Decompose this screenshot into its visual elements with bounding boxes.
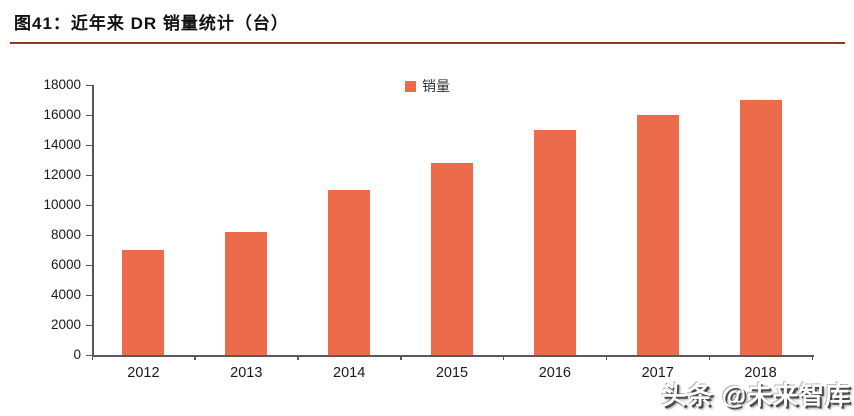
bar-2013: [225, 232, 268, 355]
y-axis-tick: [86, 114, 92, 116]
y-axis-tick: [86, 204, 92, 206]
legend-swatch-icon: [405, 80, 416, 92]
bar-2016: [533, 130, 576, 355]
y-axis-label: 2000: [50, 317, 81, 332]
y-axis-line: [92, 85, 94, 357]
y-axis-tick: [86, 264, 92, 266]
x-axis-label: 2017: [641, 365, 674, 381]
legend-label: 销量: [422, 78, 450, 94]
y-axis-label: 0: [73, 347, 81, 362]
bar-2012: [122, 250, 165, 355]
x-axis-tick: [194, 355, 196, 360]
y-axis-label: 18000: [43, 77, 81, 92]
x-axis-tick: [605, 355, 608, 360]
x-axis-label: 2012: [127, 365, 160, 381]
y-axis-label: 4000: [50, 287, 81, 302]
plot-area: 0 2000 4000 6000 8000 10000 12000 14000 16000 180…: [43, 77, 814, 381]
x-axis-tick: [400, 355, 402, 360]
x-axis-label: 2018: [744, 365, 777, 381]
figure-title: 图41：近年来 DR 销量统计（台）: [14, 14, 289, 33]
title-underline: [10, 42, 845, 44]
x-axis-label: 2015: [435, 365, 469, 381]
y-axis-label: 10000: [43, 197, 81, 212]
y-axis-label: 12000: [43, 167, 81, 182]
bar-2014: [328, 190, 371, 355]
y-axis-tick: [86, 294, 92, 296]
chart-legend: 销量: [405, 76, 450, 96]
bar-2017: [636, 115, 679, 355]
y-axis-tick: [86, 174, 92, 176]
x-axis-label: 2016: [538, 365, 571, 381]
x-axis-line: [92, 355, 814, 357]
x-axis-label: 2013: [230, 365, 263, 381]
x-axis-tick: [91, 355, 93, 360]
bar-2018: [739, 100, 782, 355]
y-axis-label: 6000: [50, 257, 81, 272]
y-axis-label: 14000: [43, 137, 81, 152]
y-axis-tick: [86, 324, 92, 326]
x-axis-tick: [502, 355, 505, 360]
x-axis-tick: [708, 355, 711, 360]
watermark: 头条 @未来智库: [661, 382, 851, 410]
y-axis-label: 8000: [50, 227, 81, 242]
x-axis-tick: [811, 355, 813, 360]
x-axis-label: 2014: [333, 365, 366, 381]
y-axis-tick: [86, 354, 92, 356]
y-axis-label: 16000: [43, 107, 81, 122]
y-axis-tick: [86, 234, 92, 236]
y-axis-tick: [86, 84, 92, 86]
x-axis-tick: [297, 355, 299, 360]
bar-2015: [431, 163, 473, 355]
y-axis-tick: [86, 144, 92, 146]
